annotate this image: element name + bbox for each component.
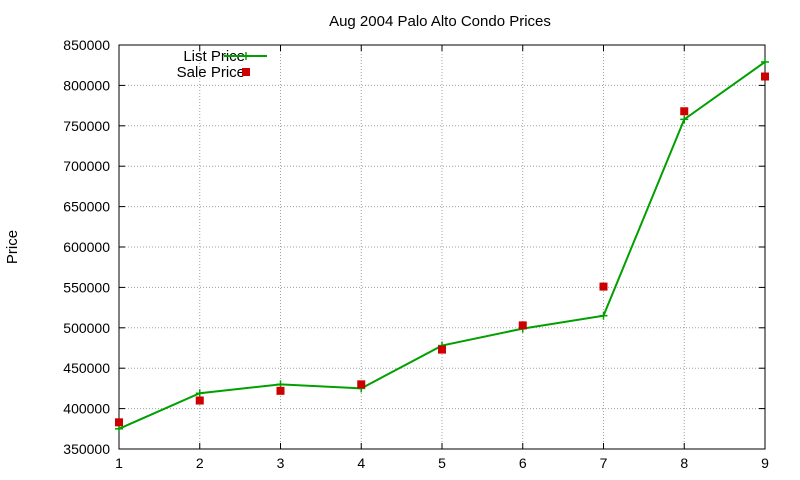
data-point	[195, 389, 204, 398]
data-point	[195, 396, 204, 405]
legend-marker	[242, 68, 250, 76]
data-point	[680, 115, 689, 124]
y-axis-label: Price	[4, 230, 21, 264]
series-0	[115, 57, 769, 433]
y-tick-label: 550000	[63, 279, 110, 295]
data-point	[276, 386, 285, 395]
plot-area-border	[118, 44, 766, 450]
y-tick-label: 650000	[63, 199, 110, 215]
data-point	[599, 311, 608, 320]
legend-marker	[242, 52, 250, 60]
y-tick-label: 350000	[63, 441, 110, 457]
y-tick-label: 450000	[63, 360, 110, 376]
y-tick-label: 500000	[63, 320, 110, 336]
x-tick-label: 9	[761, 455, 769, 471]
data-point	[357, 380, 366, 389]
data-point	[115, 418, 123, 427]
y-tick-label: 700000	[63, 158, 110, 174]
data-point	[761, 72, 769, 81]
data-point	[680, 107, 689, 116]
legend-label: List Price	[183, 48, 245, 65]
y-tick-label: 400000	[63, 401, 110, 417]
chart-title: Aug 2004 Palo Alto Condo Prices	[329, 13, 551, 30]
x-tick-label: 3	[277, 455, 285, 471]
x-tick-label: 4	[357, 455, 365, 471]
y-tick-label: 750000	[63, 118, 110, 134]
x-tick-label: 1	[115, 455, 123, 471]
y-tick-label: 850000	[63, 37, 110, 53]
x-tick-label: 7	[600, 455, 608, 471]
x-tick-label: 8	[680, 455, 688, 471]
x-tick-label: 2	[196, 455, 204, 471]
series-line	[118, 61, 766, 430]
series-layer	[115, 57, 769, 433]
axis-ticks: 350000 400000 450000 500000 550000 600000 6500…	[63, 37, 769, 471]
legend-label: Sale Price	[177, 64, 245, 81]
data-point	[599, 282, 608, 291]
y-tick-label: 600000	[63, 239, 110, 255]
y-tick-label: 800000	[63, 77, 110, 93]
series-1	[115, 72, 769, 427]
x-tick-label: 5	[438, 455, 446, 471]
data-point	[761, 57, 769, 66]
grid	[119, 45, 765, 449]
data-point	[438, 345, 446, 354]
x-tick-label: 6	[519, 455, 527, 471]
data-point	[518, 321, 527, 330]
